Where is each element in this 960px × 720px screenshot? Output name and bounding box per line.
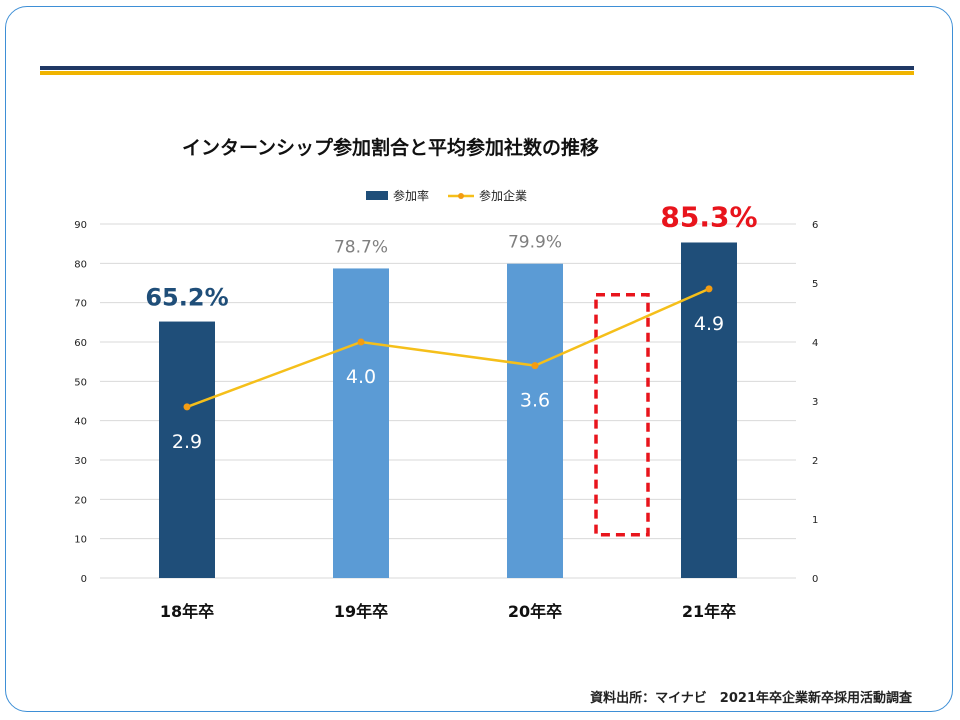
- y-left-tick-label: 40: [74, 417, 87, 428]
- line-marker: [183, 403, 191, 411]
- highlight-dashed-box: [594, 293, 650, 537]
- line-marker: [531, 362, 539, 370]
- line-value-label: 3.6: [520, 390, 550, 412]
- y-left-tick-label: 0: [81, 574, 87, 585]
- chart-title: インターンシップ参加割合と平均参加社数の推移: [182, 137, 600, 159]
- y-right-tick-label: 5: [812, 279, 818, 290]
- line-value-label: 4.9: [694, 313, 724, 335]
- legend-label-line: 参加企業: [479, 188, 527, 203]
- series-line: [186, 287, 710, 409]
- y-left-tick-label: 50: [74, 377, 87, 388]
- bar-value-label: 79.9%: [508, 233, 562, 253]
- bar-value-label: 65.2%: [145, 284, 228, 312]
- y-left-tick-label: 10: [74, 535, 87, 546]
- x-category-label: 20年卒: [508, 602, 562, 621]
- y-right-tick-label: 0: [812, 574, 818, 585]
- legend-line-marker: [458, 193, 464, 199]
- bar: [159, 321, 215, 578]
- y-left-tick-label: 30: [74, 456, 87, 467]
- bar: [333, 268, 389, 578]
- bar: [681, 242, 737, 578]
- bar-value-label: 78.7%: [334, 237, 388, 257]
- y-right-tick-label: 6: [812, 220, 818, 231]
- y-right-tick-label: 1: [812, 515, 818, 526]
- y-left-tick-label: 90: [74, 220, 87, 231]
- y-left-tick-label: 60: [74, 338, 87, 349]
- line-marker: [705, 285, 713, 293]
- y-left-tick-label: 70: [74, 299, 87, 310]
- y-right-tick-label: 3: [812, 397, 818, 408]
- line-value-label: 2.9: [172, 431, 202, 453]
- bar: [507, 263, 563, 578]
- y-left-tick-label: 20: [74, 495, 87, 506]
- source-note: 資料出所：マイナビ 2021年卒企業新卒採用活動調査: [590, 691, 912, 706]
- y-right-tick-label: 4: [812, 338, 818, 349]
- y-left-tick-label: 80: [74, 259, 87, 270]
- x-category-label: 21年卒: [682, 602, 736, 621]
- x-category-label: 18年卒: [160, 602, 214, 621]
- x-category-label: 19年卒: [334, 602, 388, 621]
- legend-bar-swatch: [366, 191, 388, 200]
- legend-label-bar: 参加率: [393, 188, 429, 203]
- line-marker: [357, 338, 365, 346]
- y-right-tick-label: 2: [812, 456, 818, 467]
- slide-frame: [5, 6, 953, 712]
- line-value-label: 4.0: [346, 366, 376, 388]
- header-rule-gold: [40, 71, 914, 75]
- bar-value-label: 85.3%: [660, 200, 757, 233]
- header-rule-navy: [40, 66, 914, 70]
